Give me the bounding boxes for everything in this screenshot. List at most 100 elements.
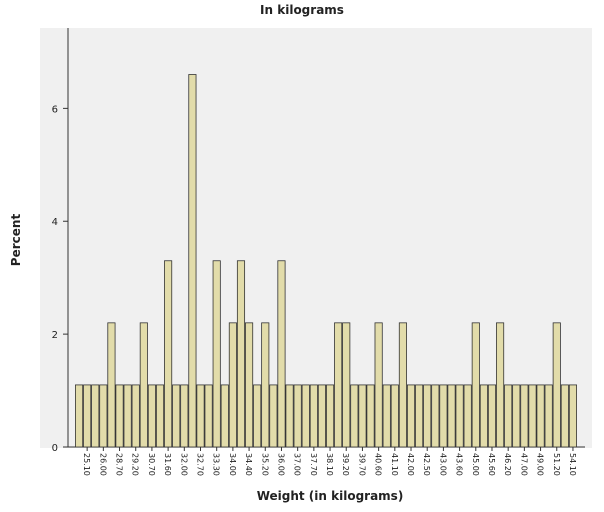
x-tick-label: 32.70 (196, 453, 205, 476)
bar (285, 384, 294, 448)
y-tick-label: 2 (52, 330, 58, 341)
bar (390, 384, 399, 448)
bar (382, 384, 391, 448)
bar (447, 384, 456, 448)
x-tick-label: 34.00 (228, 453, 237, 476)
bar (350, 384, 359, 448)
bar (123, 384, 132, 448)
x-tick-label: 40.60 (374, 453, 383, 476)
x-tick-label: 45.60 (487, 453, 496, 476)
bar (317, 384, 326, 448)
bar (107, 322, 116, 448)
bar (253, 384, 262, 448)
bar (398, 322, 407, 448)
bar (204, 384, 213, 448)
bar (326, 384, 335, 448)
bar (164, 260, 173, 448)
bar (455, 384, 464, 448)
bar (568, 384, 577, 448)
bar (83, 384, 92, 448)
x-tick-label: 25.10 (82, 453, 91, 476)
bar (560, 384, 569, 448)
bar (236, 260, 246, 448)
x-tick-label: 39.20 (341, 453, 350, 476)
x-tick-label: 32.00 (179, 453, 188, 476)
x-tick-label: 42.50 (422, 453, 431, 476)
bar (536, 384, 545, 448)
bar (245, 322, 254, 448)
x-tick-label: 36.00 (276, 453, 285, 476)
bar (220, 384, 229, 448)
bar (496, 322, 505, 448)
x-tick-label: 38.10 (325, 453, 334, 476)
bar (75, 384, 84, 448)
x-tick-label: 37.00 (293, 453, 302, 476)
y-tick-label: 0 (52, 443, 58, 454)
bar (334, 322, 343, 448)
bar (479, 384, 488, 448)
bar (91, 384, 100, 448)
bar (180, 384, 189, 448)
x-tick-label: 51.20 (552, 453, 561, 476)
bar (463, 384, 472, 448)
bar (269, 384, 278, 448)
bar (277, 260, 286, 448)
bar (342, 322, 351, 448)
bar (439, 384, 448, 448)
bar (228, 322, 237, 448)
x-tick-label: 37.70 (309, 453, 318, 476)
bar (374, 322, 383, 448)
bar (504, 384, 513, 448)
x-tick-label: 28.70 (115, 453, 124, 476)
bar (406, 384, 416, 448)
chart-title: In kilograms (260, 3, 344, 17)
bar (115, 384, 124, 448)
x-tick-label: 41.10 (390, 453, 399, 476)
bar (309, 384, 318, 448)
bar (131, 384, 140, 448)
bar (487, 384, 497, 448)
x-axis-label: Weight (in kilograms) (257, 489, 404, 503)
bar (212, 260, 221, 448)
bar (366, 384, 375, 448)
x-tick-label: 45.00 (471, 453, 480, 476)
bar (293, 384, 302, 448)
x-tick-label: 33.30 (212, 453, 221, 476)
bar (552, 322, 561, 448)
bar (139, 322, 148, 448)
bar (423, 384, 432, 448)
bar (147, 384, 156, 448)
x-tick-label: 35.20 (260, 453, 269, 476)
bar (188, 74, 197, 448)
bar (196, 384, 205, 448)
x-tick-label: 29.20 (131, 453, 140, 476)
x-tick-label: 39.70 (357, 453, 366, 476)
bar (358, 384, 367, 448)
bar (544, 384, 553, 448)
bar (520, 384, 529, 448)
x-tick-label: 43.60 (455, 453, 464, 476)
bar (301, 384, 310, 448)
x-tick-label: 54.10 (568, 453, 577, 476)
x-tick-label: 43.00 (438, 453, 447, 476)
x-tick-label: 34.40 (244, 453, 253, 476)
x-tick-label: 49.00 (536, 453, 545, 476)
x-tick-label: 30.70 (147, 453, 156, 476)
bar (172, 384, 181, 448)
x-tick-label: 47.00 (519, 453, 528, 476)
y-axis-label: Percent (9, 214, 23, 267)
y-tick-label: 6 (52, 104, 58, 115)
bar (155, 384, 165, 448)
bar (512, 384, 521, 448)
x-tick-label: 42.00 (406, 453, 415, 476)
bar (528, 384, 537, 448)
bar (471, 322, 480, 448)
bar (99, 384, 108, 448)
x-tick-label: 31.60 (163, 453, 172, 476)
x-tick-label: 26.00 (98, 453, 107, 476)
bar (431, 384, 440, 448)
x-tick-label: 46.20 (503, 453, 512, 476)
bar (261, 322, 270, 448)
bar (415, 384, 424, 448)
